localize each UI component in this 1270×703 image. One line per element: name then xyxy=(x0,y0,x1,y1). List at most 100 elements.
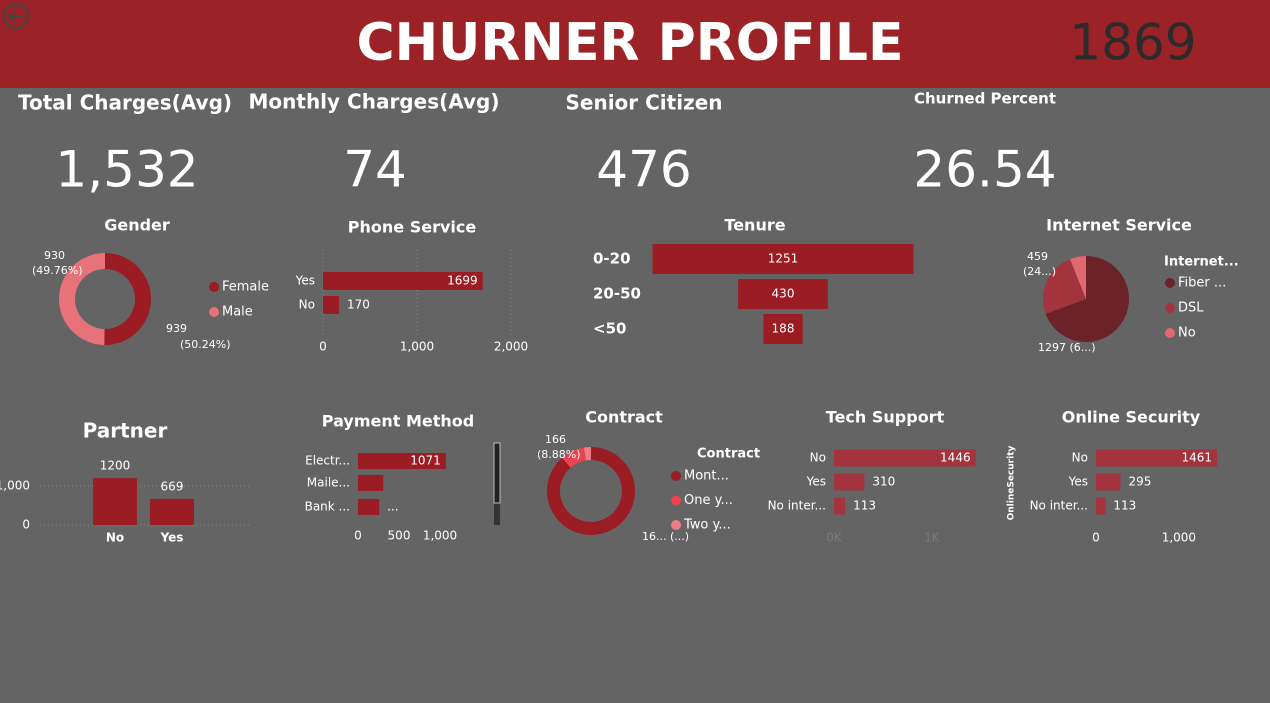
value-label: 669 xyxy=(161,479,184,493)
legend-title: Internet... xyxy=(1164,255,1239,270)
card-label: Senior Citizen xyxy=(565,91,722,115)
value-label: 113 xyxy=(1113,499,1136,513)
x-tick-label: 1K xyxy=(924,531,941,545)
legend-marker xyxy=(209,307,219,317)
category-label: 20-50 xyxy=(593,285,641,303)
value-label: 170 xyxy=(347,298,370,312)
card-label: Monthly Charges(Avg) xyxy=(249,90,500,114)
value-label: 1699 xyxy=(447,274,478,288)
slice xyxy=(547,447,635,535)
legend-label: Female xyxy=(222,280,269,295)
value-label: 113 xyxy=(853,499,876,513)
percent-label: (24...) xyxy=(1023,265,1056,278)
funnel-bar xyxy=(738,279,828,309)
y-axis-title: OnlineSecurity xyxy=(1007,445,1017,520)
card-value: 26.54 xyxy=(913,141,1056,199)
slice xyxy=(104,253,151,345)
card-label: Total Charges(Avg) xyxy=(18,91,232,115)
scrollbar-thumb[interactable] xyxy=(493,442,501,504)
back-icon[interactable] xyxy=(3,3,29,29)
chart-title: Tech Support xyxy=(826,408,945,427)
category-label: Bank ... xyxy=(305,500,350,514)
slice xyxy=(1045,256,1129,343)
category-label: No xyxy=(1072,451,1088,465)
bar xyxy=(323,272,483,290)
slice xyxy=(562,447,587,468)
legend-label: No xyxy=(1178,326,1196,341)
header-bar xyxy=(0,0,1270,88)
legend-marker xyxy=(1165,328,1175,338)
category-label: No xyxy=(299,298,315,312)
bar xyxy=(358,499,380,515)
category-label: Electr... xyxy=(305,454,350,468)
value-label: 930 xyxy=(44,249,65,262)
bar xyxy=(1096,473,1121,491)
bar xyxy=(323,296,339,314)
x-tick-label: 1,000 xyxy=(423,529,457,543)
category-label: <50 xyxy=(593,320,626,338)
legend-marker xyxy=(1165,278,1175,288)
category-label: Yes xyxy=(160,531,184,545)
legend-marker xyxy=(671,520,681,530)
percent-label: (49.76%) xyxy=(32,264,83,277)
value-label: 295 xyxy=(1128,475,1151,489)
chart-title: Contract xyxy=(585,408,663,427)
value-label: 1461 xyxy=(1182,451,1213,465)
legend-title: Contract xyxy=(697,447,760,462)
value-label: 459 xyxy=(1027,250,1048,263)
back-button[interactable] xyxy=(3,3,29,29)
value-label: 1071 xyxy=(410,454,441,468)
x-tick-label: 500 xyxy=(388,529,411,543)
value-label: 188 xyxy=(772,322,795,336)
legend-label: Two y... xyxy=(683,518,731,533)
bar xyxy=(93,478,137,525)
chart-title: Phone Service xyxy=(348,218,477,237)
legend-marker xyxy=(209,282,219,292)
value-label: 310 xyxy=(872,475,895,489)
value-label: 1297 (6...) xyxy=(1038,341,1096,354)
category-label: No xyxy=(810,451,826,465)
chart-title: Partner xyxy=(83,419,168,443)
bar xyxy=(358,475,384,491)
category-label: No xyxy=(106,531,124,545)
value-label: ... xyxy=(387,500,398,514)
y-tick-label: 1,000 xyxy=(0,479,30,493)
chart-title: Gender xyxy=(104,216,170,235)
value-label: 1251 xyxy=(768,252,799,266)
legend-marker xyxy=(671,471,681,481)
slice xyxy=(58,252,105,345)
x-tick-label: 1,000 xyxy=(400,340,434,354)
category-label: Yes xyxy=(806,475,826,489)
value-label: 166 xyxy=(545,433,566,446)
legend-label: DSL xyxy=(1178,301,1204,316)
bar xyxy=(834,449,976,467)
x-tick-label: 0 xyxy=(319,340,327,354)
bar xyxy=(834,497,846,515)
slice xyxy=(1043,259,1086,314)
legend-label: One y... xyxy=(684,493,733,508)
x-tick-label: 0 xyxy=(354,529,362,543)
back-arrow[interactable] xyxy=(7,9,23,23)
chart-title: Online Security xyxy=(1062,408,1201,427)
category-label: No inter... xyxy=(1030,499,1088,513)
legend-label: Mont... xyxy=(684,469,729,484)
category-label: 0-20 xyxy=(593,250,631,268)
y-tick-label: 0 xyxy=(22,518,30,532)
chart-title: Internet Service xyxy=(1046,216,1192,235)
value-label: 939 xyxy=(166,322,187,335)
value-label: 1446 xyxy=(940,451,971,465)
value-label: 430 xyxy=(772,287,795,301)
legend-label: Fiber ... xyxy=(1178,276,1226,291)
value-label: 16... (...) xyxy=(642,530,689,543)
category-label: Yes xyxy=(1068,475,1088,489)
funnel-bar xyxy=(763,314,803,344)
x-tick-label: 0 xyxy=(1092,531,1100,545)
funnel-bar xyxy=(652,244,914,274)
legend-marker xyxy=(1165,303,1175,313)
bar xyxy=(1096,497,1106,515)
legend-label: Male xyxy=(222,305,253,320)
chart-title: Payment Method xyxy=(322,412,474,431)
page-title: CHURNER PROFILE xyxy=(356,13,903,73)
chart-title: Tenure xyxy=(724,216,785,235)
